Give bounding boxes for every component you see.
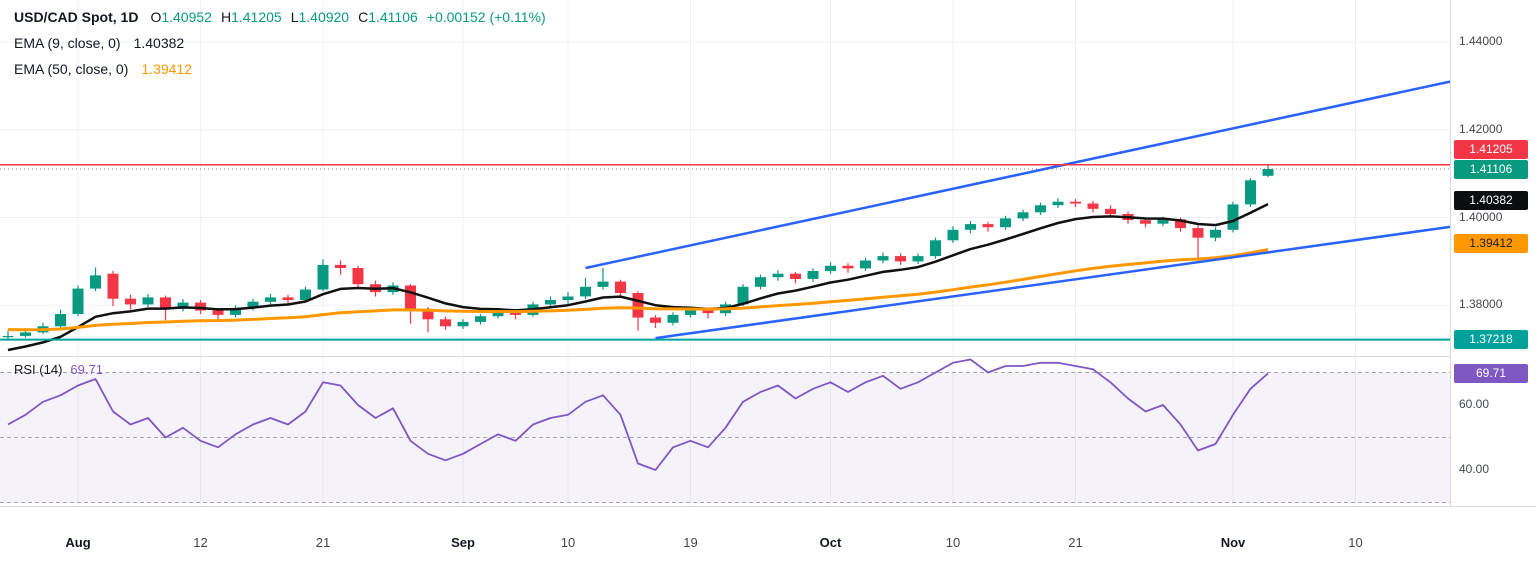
rsi-badge: 69.71 [1454,363,1528,383]
time-axis[interactable]: Aug 12 21 Sep 10 19 Oct 10 21 Nov 10 [0,506,1536,564]
time-label-10[interactable]: 10 [560,535,576,550]
symbol-row[interactable]: USD/CAD Spot, 1D O 1.40952 H 1.41205 L 1.40… [14,4,546,30]
low-value: 1.40920 [298,9,350,25]
price-change: +0.00152 (+0.11%) [426,9,546,25]
price-tick-1.40000: 1.40000 [1459,209,1503,224]
low-label: L [290,9,299,25]
rsi-tick-40.00: 40.00 [1459,462,1490,476]
price-tick-1.42000: 1.42000 [1459,121,1503,136]
price-badge-1.40382: 1.40382 [1454,191,1528,211]
time-label-Sep[interactable]: Sep [451,535,475,550]
rsi-tick-60.00: 60.00 [1459,397,1490,411]
price-badge-1.41106: 1.41106 [1454,159,1528,179]
rsi-legend[interactable]: RSI (14) 69.71 [14,362,103,377]
time-label-21[interactable]: 21 [315,535,331,550]
close-label: C [358,9,369,25]
high-pair: H 1.41205 [221,9,282,25]
high-value: 1.41205 [231,9,282,25]
close-value: 1.41106 [368,9,418,25]
price-badge-1.37218: 1.37218 [1454,330,1528,350]
time-label-10[interactable]: 10 [945,535,961,550]
price-tick-1.38000: 1.38000 [1459,297,1503,312]
time-label-Oct[interactable]: Oct [819,535,842,550]
chart-legend: USD/CAD Spot, 1D O 1.40952 H 1.41205 L 1.40… [14,4,546,82]
candlestick-series [2,164,1274,341]
price-badge-1.39412: 1.39412 [1454,233,1528,253]
open-value: 1.40952 [161,9,212,25]
trendline-lower[interactable] [655,225,1451,340]
symbol-title[interactable]: USD/CAD Spot, 1D [14,9,139,25]
rsi-line [7,358,1269,471]
time-label-12[interactable]: 12 [193,535,208,550]
ema9-label: EMA (9, close, 0) [14,35,121,51]
close-pair: C 1.41106 [358,9,418,25]
ema9-legend[interactable]: EMA (9, close, 0) 1.40382 [14,30,546,56]
rsi-bands [0,372,1450,503]
time-label-Nov[interactable]: Nov [1220,535,1246,550]
ema50-legend[interactable]: EMA (50, close, 0) 1.39412 [14,56,546,82]
ema50-label: EMA (50, close, 0) [14,61,129,77]
rsi-label: RSI (14) [14,362,63,377]
open-pair: O 1.40952 [150,9,212,25]
price-axis[interactable]: 1.44000 1.42000 1.40000 1.38000 60.00 40.00 1.… [1450,0,1536,506]
trendline-upper[interactable] [585,80,1451,270]
ema50-value: 1.39412 [141,61,192,77]
rsi-value: 69.71 [70,362,103,377]
high-label: H [220,9,232,25]
gridlines [0,0,1450,506]
low-pair: L 1.40920 [291,9,349,25]
time-label-Aug[interactable]: Aug [65,535,91,550]
price-tick-1.44000: 1.44000 [1459,34,1503,49]
open-label: O [150,9,162,25]
ema9-line [7,202,1269,352]
time-label-19[interactable]: 19 [683,535,698,550]
time-label-21[interactable]: 21 [1068,535,1083,550]
ema50-line [7,248,1269,332]
ema9-value: 1.40382 [133,35,185,51]
time-label-10[interactable]: 10 [1348,535,1363,550]
price-badge-1.41205: 1.41205 [1454,139,1528,159]
